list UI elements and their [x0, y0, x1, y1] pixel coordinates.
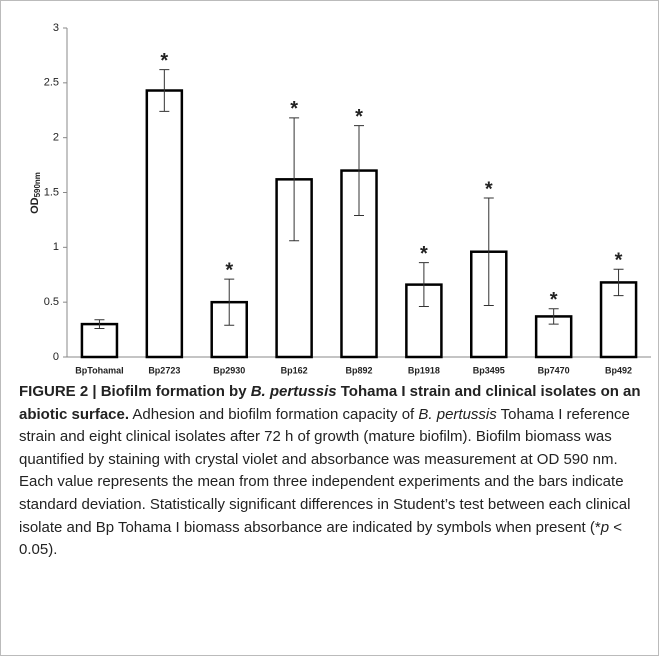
y-tick-label: 1 — [53, 241, 59, 253]
significance-marker: * — [355, 106, 363, 128]
y-axis-label: OD590nm — [29, 172, 42, 214]
significance-marker: * — [290, 98, 298, 120]
significance-marker: * — [550, 289, 558, 311]
x-tick-label: Bp162 — [281, 365, 308, 375]
bar — [145, 89, 184, 359]
caption-text: Tohama I strain and clinical isolates on… — [19, 383, 641, 423]
caption-text: B. pertussis — [250, 383, 337, 400]
caption-text: Adhesion and biofilm formation capacity … — [129, 405, 419, 423]
x-tick-label: Bp2723 — [148, 365, 180, 375]
x-tick-label: Bp492 — [605, 365, 632, 375]
x-tick-label: Bp1918 — [408, 365, 440, 375]
error-bar — [354, 125, 364, 217]
significance-marker: * — [485, 178, 493, 200]
chart: OD590nm 0 0.5 1 1.5 2 2.5 3 BpTohamaI Bp2723 * Bp2… — [29, 22, 651, 375]
error-bar — [289, 117, 300, 242]
y-tick-label: 0 — [53, 351, 59, 363]
error-bar — [94, 319, 105, 329]
significance-marker: * — [225, 259, 233, 281]
caption-text: FIGURE 2 | Biofilm formation by — [19, 383, 251, 400]
significance-marker: * — [160, 50, 168, 72]
y-tick-label: 0.5 — [44, 296, 59, 308]
caption-text: B. pertussis — [418, 405, 497, 423]
caption-text: < 0.05). — [19, 518, 622, 559]
error-bar — [548, 308, 559, 325]
error-bar — [483, 197, 494, 306]
y-tick-label: 2 — [53, 132, 59, 144]
caption-text: Tohama I reference strain and eight clin… — [19, 405, 631, 536]
y-tick-label: 1.5 — [44, 186, 59, 198]
significance-marker: * — [615, 250, 623, 272]
significance-marker: * — [420, 243, 428, 265]
error-bar — [159, 69, 170, 112]
y-tick-label: 3 — [53, 22, 59, 34]
x-tick-label: Bp892 — [345, 365, 372, 375]
error-bar — [418, 262, 429, 308]
y-tick-label: 2.5 — [44, 77, 59, 89]
x-tick-label: Bp7470 — [538, 365, 570, 375]
y-label-main: OD — [29, 197, 41, 214]
error-bar — [224, 278, 235, 326]
y-label-sub: 590nm — [33, 172, 42, 197]
x-tick-label: BpTohamaI — [75, 365, 123, 375]
caption-text: p — [600, 518, 610, 536]
error-bar — [613, 268, 624, 297]
x-tick-label: Bp2930 — [213, 365, 245, 375]
caption: FIGURE 2 | Biofilm formation by B. pertu… — [19, 381, 644, 562]
bar — [80, 322, 119, 359]
x-tick-label: Bp3495 — [473, 365, 505, 375]
